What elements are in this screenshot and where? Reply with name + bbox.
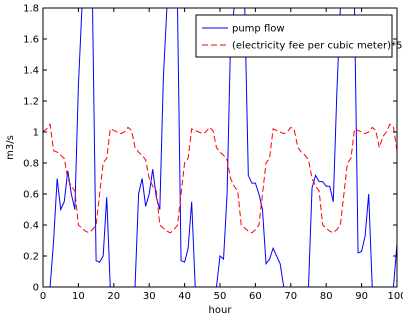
y-tick-label: 0.8: [23, 159, 39, 170]
x-tick-label: 0: [40, 291, 46, 302]
y-tick-label: 0.6: [23, 190, 39, 201]
x-tick-label: 70: [284, 291, 297, 302]
y-tick-label: 0: [33, 283, 39, 294]
legend: pump flow (electricity fee per cubic met…: [195, 14, 402, 58]
y-tick-label: 1.2: [23, 97, 39, 108]
legend-label-electricity-fee: (electricity fee per cubic meter)*5: [232, 41, 402, 52]
x-tick-label: 50: [214, 291, 227, 302]
x-tick-label: 80: [320, 291, 333, 302]
y-tick-label: 1: [33, 128, 39, 139]
y-tick-label: 1.8: [23, 4, 39, 15]
x-tick-label: 90: [355, 291, 368, 302]
x-axis-label: hour: [209, 305, 233, 316]
x-tick-label: 10: [72, 291, 85, 302]
x-tick-label: 40: [178, 291, 191, 302]
legend-box: [195, 14, 393, 58]
x-tick-label: 20: [107, 291, 120, 302]
y-tick-label: 1.4: [23, 66, 39, 77]
series-line-0: [43, 8, 397, 287]
series-layer: [43, 8, 397, 287]
ticks-layer: 0 10 20 30 40 50 60 70 80 90 100 0 0.2 0.4 0.6 0.8 1 1.2 1…: [23, 4, 403, 303]
series-line-1: [43, 122, 397, 234]
x-tick-label: 30: [143, 291, 156, 302]
y-tick-label: 0.2: [23, 252, 39, 263]
y-tick-label: 0.4: [23, 221, 39, 232]
legend-label-pump-flow: pump flow: [232, 24, 285, 35]
x-tick-label: 60: [249, 291, 262, 302]
y-axis-label: m3/s: [5, 135, 16, 160]
y-tick-label: 1.6: [23, 35, 39, 46]
x-tick-label: 100: [387, 291, 403, 302]
